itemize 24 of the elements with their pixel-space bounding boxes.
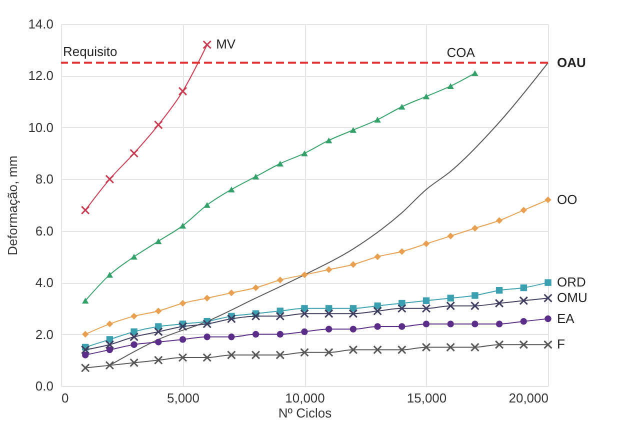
y-tick-label: 14.0 xyxy=(28,16,54,32)
y-axis-title: Deformação, mm xyxy=(5,156,20,256)
y-tick-label: 4.0 xyxy=(35,275,54,290)
series-label: F xyxy=(557,336,565,352)
x-tick-label: 0 xyxy=(62,390,69,406)
y-tick-label: 12.0 xyxy=(28,68,54,84)
ref-line-label: Requisito xyxy=(63,44,118,59)
y-tick-label: 0.0 xyxy=(35,378,54,394)
x-tick-label: 15,000 xyxy=(406,390,447,406)
y-tick-label: 10.0 xyxy=(28,120,54,135)
y-tick-label: 2.0 xyxy=(35,326,54,342)
y-tick-label: 6.0 xyxy=(35,223,54,238)
series-label: ORD xyxy=(557,274,586,290)
series-label: EA xyxy=(557,310,575,326)
x-tick-label: 10,000 xyxy=(285,390,325,406)
x-tick-label: 5,000 xyxy=(166,390,200,406)
series-label: OMU xyxy=(557,290,588,306)
series-label: OAU xyxy=(557,54,586,70)
series-label: COA xyxy=(446,45,476,60)
x-tick-label: 20,000 xyxy=(508,390,548,406)
y-tick-label: 8.0 xyxy=(35,172,54,187)
x-axis-title: Nº Ciclos xyxy=(278,406,332,420)
series-label: MV xyxy=(216,36,236,52)
series-label: OO xyxy=(557,192,578,207)
